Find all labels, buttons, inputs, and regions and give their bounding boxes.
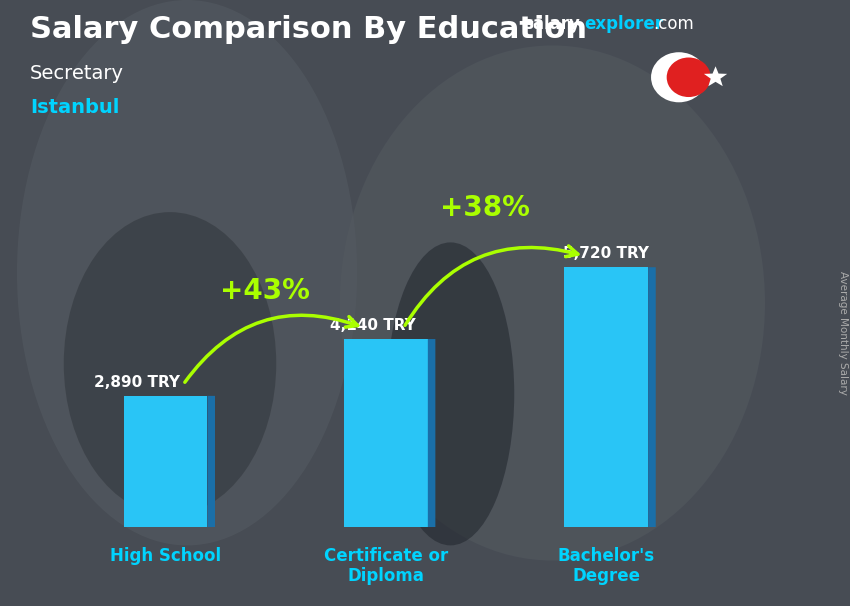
- Text: 2,890 TRY: 2,890 TRY: [94, 375, 180, 390]
- Text: Istanbul: Istanbul: [30, 98, 119, 117]
- Text: explorer: explorer: [584, 15, 663, 33]
- Bar: [564, 267, 649, 527]
- Polygon shape: [428, 339, 435, 527]
- Text: +43%: +43%: [220, 278, 309, 305]
- Polygon shape: [704, 66, 727, 86]
- Text: Average Monthly Salary: Average Monthly Salary: [838, 271, 848, 395]
- Wedge shape: [651, 52, 706, 102]
- Bar: [344, 339, 428, 527]
- Text: Salary Comparison By Education: Salary Comparison By Education: [30, 15, 586, 44]
- Ellipse shape: [387, 242, 514, 545]
- Text: +38%: +38%: [440, 194, 530, 222]
- Text: 5,720 TRY: 5,720 TRY: [564, 246, 649, 261]
- Text: .com: .com: [654, 15, 694, 33]
- Polygon shape: [649, 267, 655, 527]
- Polygon shape: [207, 396, 215, 527]
- Wedge shape: [666, 58, 711, 97]
- Text: 4,140 TRY: 4,140 TRY: [330, 318, 416, 333]
- Text: salary: salary: [523, 15, 580, 33]
- Text: Secretary: Secretary: [30, 64, 124, 82]
- Ellipse shape: [64, 212, 276, 515]
- Bar: [124, 396, 207, 527]
- Ellipse shape: [17, 0, 357, 545]
- Ellipse shape: [340, 45, 765, 561]
